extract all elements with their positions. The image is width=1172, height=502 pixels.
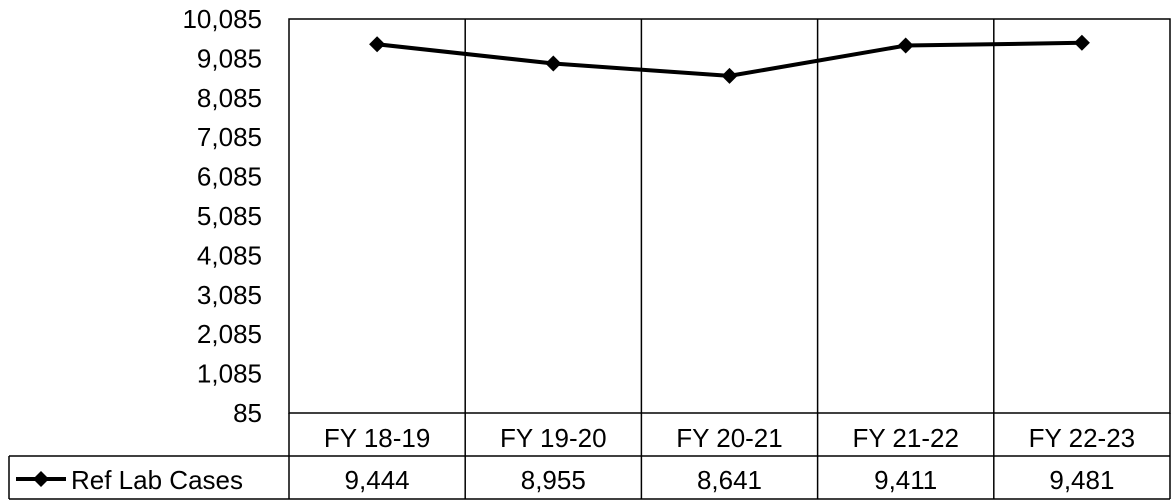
y-tick-label: 10,085 bbox=[182, 4, 262, 34]
data-point-marker bbox=[1073, 34, 1090, 51]
y-tick-label: 4,085 bbox=[197, 240, 262, 270]
plot-border bbox=[288, 18, 1171, 414]
y-tick-label: 6,085 bbox=[197, 162, 262, 192]
y-tick-label: 8,085 bbox=[197, 83, 262, 113]
data-table-value: 9,444 bbox=[345, 465, 410, 495]
x-tick-label: FY 22-23 bbox=[1029, 423, 1135, 453]
plot-area bbox=[288, 18, 1171, 414]
y-tick-label: 2,085 bbox=[197, 319, 262, 349]
y-tick-label: 5,085 bbox=[197, 201, 262, 231]
legend-diamond-marker bbox=[33, 471, 49, 487]
data-table: Ref Lab Cases FY 18-19 FY 19-20 FY 20-21 FY… bbox=[8, 413, 1171, 500]
x-tick-label: FY 21-22 bbox=[852, 423, 958, 453]
y-tick-label: 85 bbox=[233, 398, 262, 428]
x-tick-label: FY 20-21 bbox=[676, 423, 782, 453]
legend-entry: Ref Lab Cases bbox=[16, 465, 243, 495]
data-table-value: 9,481 bbox=[1049, 465, 1114, 495]
data-point-marker bbox=[897, 37, 914, 54]
legend-label: Ref Lab Cases bbox=[71, 465, 243, 495]
data-point-marker bbox=[721, 67, 738, 84]
series-ref-lab-cases bbox=[369, 34, 1090, 84]
data-table-value: 9,411 bbox=[874, 465, 937, 495]
y-tick-label: 9,085 bbox=[197, 43, 262, 73]
y-axis-ticks: 85 1,085 2,085 3,085 4,085 5,085 6,085 7,085 8,0… bbox=[182, 4, 262, 428]
data-point-marker bbox=[369, 36, 386, 53]
x-tick-label: FY 19-20 bbox=[500, 423, 606, 453]
y-tick-label: 7,085 bbox=[197, 122, 262, 152]
x-tick-label: FY 18-19 bbox=[324, 423, 430, 453]
data-table-value: 8,955 bbox=[521, 465, 586, 495]
y-tick-label: 3,085 bbox=[197, 280, 262, 310]
data-table-value: 8,641 bbox=[697, 465, 762, 495]
y-tick-label: 1,085 bbox=[197, 359, 262, 389]
data-point-marker bbox=[545, 55, 562, 72]
